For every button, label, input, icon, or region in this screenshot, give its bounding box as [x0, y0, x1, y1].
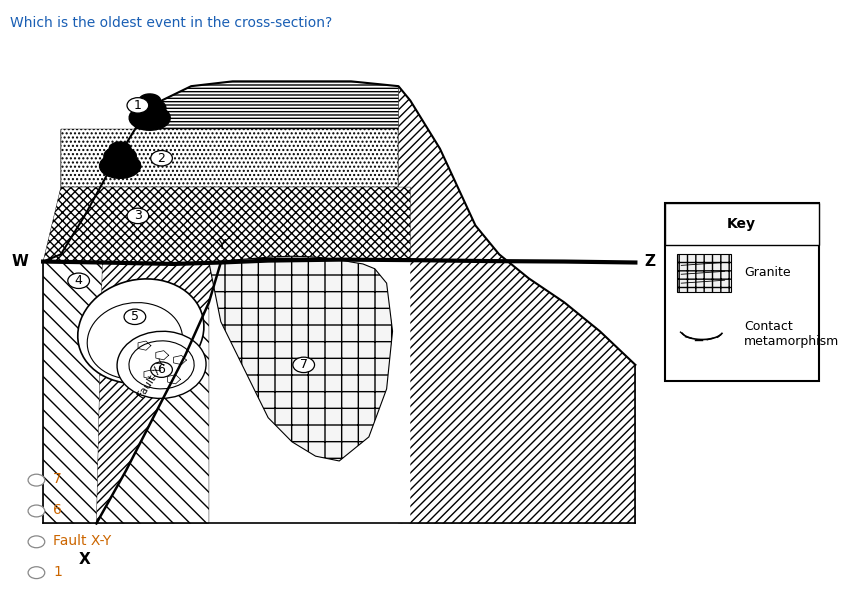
- Circle shape: [28, 536, 45, 548]
- Text: Fault X-Y: Fault X-Y: [137, 358, 168, 401]
- Circle shape: [150, 362, 173, 377]
- Text: 5: 5: [131, 311, 139, 323]
- Ellipse shape: [117, 331, 206, 399]
- Text: 7: 7: [53, 472, 62, 486]
- Polygon shape: [61, 129, 399, 187]
- Text: Which is the oldest event in the cross-section?: Which is the oldest event in the cross-s…: [9, 16, 332, 30]
- Text: 3: 3: [134, 209, 142, 222]
- FancyBboxPatch shape: [677, 253, 731, 292]
- Text: 4: 4: [75, 274, 82, 287]
- Polygon shape: [100, 153, 141, 178]
- Circle shape: [28, 567, 45, 579]
- Text: Key: Key: [728, 217, 756, 231]
- FancyBboxPatch shape: [665, 203, 819, 244]
- Polygon shape: [292, 260, 411, 523]
- Circle shape: [127, 98, 149, 113]
- Text: 1: 1: [53, 564, 62, 579]
- Polygon shape: [209, 256, 393, 461]
- Text: Y: Y: [216, 238, 225, 252]
- Ellipse shape: [129, 341, 194, 389]
- Polygon shape: [43, 262, 209, 523]
- Text: 6: 6: [53, 503, 62, 517]
- Text: W: W: [11, 254, 28, 269]
- Text: Contact
metamorphism: Contact metamorphism: [744, 319, 839, 347]
- Circle shape: [28, 505, 45, 517]
- Polygon shape: [399, 86, 636, 523]
- Circle shape: [124, 309, 146, 324]
- Circle shape: [127, 208, 149, 224]
- Text: 1: 1: [134, 99, 142, 112]
- Circle shape: [293, 357, 314, 372]
- Circle shape: [28, 474, 45, 486]
- Text: Fault X-Y: Fault X-Y: [53, 534, 112, 548]
- Polygon shape: [96, 262, 221, 523]
- Ellipse shape: [88, 303, 183, 379]
- Polygon shape: [104, 147, 137, 166]
- Text: 2: 2: [157, 152, 166, 164]
- Circle shape: [68, 273, 89, 288]
- Polygon shape: [61, 82, 399, 254]
- Polygon shape: [139, 94, 161, 107]
- Text: 7: 7: [300, 358, 308, 371]
- Text: 6: 6: [157, 363, 166, 376]
- Polygon shape: [129, 105, 170, 131]
- Text: X: X: [79, 552, 90, 567]
- Text: Granite: Granite: [744, 266, 790, 279]
- Polygon shape: [43, 82, 636, 523]
- Text: Z: Z: [644, 254, 655, 269]
- FancyBboxPatch shape: [665, 203, 819, 381]
- Polygon shape: [133, 98, 166, 118]
- Circle shape: [150, 151, 173, 166]
- Polygon shape: [109, 142, 131, 155]
- Polygon shape: [43, 187, 411, 264]
- Ellipse shape: [78, 279, 204, 384]
